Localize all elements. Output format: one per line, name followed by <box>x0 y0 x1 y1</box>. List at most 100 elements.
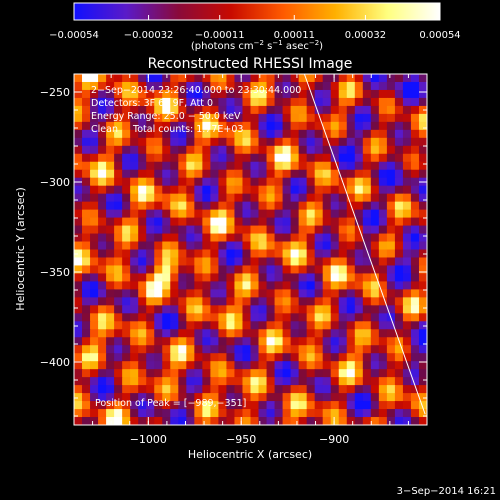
heatmap-cell <box>194 281 203 290</box>
heatmap-cell <box>162 121 171 131</box>
heatmap-cell <box>210 377 220 386</box>
heatmap-cell <box>234 137 244 147</box>
heatmap-cell <box>418 145 427 155</box>
heatmap-cell <box>250 297 260 306</box>
heatmap-cell <box>290 105 300 115</box>
heatmap-cell <box>346 161 356 171</box>
heatmap-cell <box>194 345 203 354</box>
heatmap-cell <box>210 137 220 147</box>
heatmap-cell <box>82 169 91 179</box>
heatmap-cell <box>418 329 427 338</box>
heatmap-cell <box>202 393 211 402</box>
heatmap-cell <box>274 169 284 179</box>
heatmap-cell <box>234 417 244 425</box>
heatmap-cell <box>130 74 139 83</box>
heatmap-cell <box>82 209 91 219</box>
heatmap-cell <box>274 105 284 115</box>
heatmap-cell <box>194 225 203 235</box>
heatmap-cell <box>410 393 420 402</box>
heatmap-cell <box>370 313 380 322</box>
heatmap-cell <box>370 305 380 314</box>
heatmap-cell <box>130 345 139 354</box>
heatmap-cell <box>162 145 171 155</box>
heatmap-cell <box>146 345 155 354</box>
heatmap-cell <box>82 81 91 91</box>
heatmap-cell <box>330 145 340 155</box>
heatmap-cell <box>122 305 131 314</box>
heatmap-cell <box>282 217 292 227</box>
heatmap-cell <box>202 113 211 123</box>
heatmap-cell <box>402 137 412 147</box>
heatmap-cell <box>138 321 147 330</box>
heatmap-cell <box>218 217 228 227</box>
heatmap-cell <box>338 305 348 314</box>
heatmap-cell <box>378 409 388 418</box>
heatmap-cell <box>162 385 171 394</box>
heatmap-cell <box>362 377 372 386</box>
heatmap-cell <box>410 137 420 147</box>
heatmap-cell <box>178 297 187 306</box>
heatmap-cell <box>146 273 155 283</box>
heatmap-cell <box>154 393 163 402</box>
heatmap-cell <box>298 185 308 195</box>
heatmap-cell <box>330 401 340 410</box>
heatmap-cell <box>138 305 147 314</box>
heatmap-cell <box>378 113 388 123</box>
heatmap-cell <box>386 369 396 378</box>
heatmap-cell <box>274 281 284 290</box>
heatmap-cell <box>122 281 131 290</box>
heatmap-cell <box>218 185 228 195</box>
heatmap-cell <box>314 393 324 402</box>
heatmap-cell <box>74 169 83 179</box>
heatmap-cell <box>170 257 179 267</box>
heatmap-cell <box>274 417 284 425</box>
heatmap-cell <box>186 393 195 402</box>
heatmap-cell <box>242 377 252 386</box>
heatmap-cell <box>178 169 187 179</box>
heatmap-cell <box>106 385 115 394</box>
heatmap-cell <box>178 401 187 410</box>
heatmap-cell <box>338 401 348 410</box>
heatmap-cell <box>170 361 179 370</box>
heatmap-cell <box>290 113 300 123</box>
heatmap-cell <box>314 313 324 322</box>
heatmap-cell <box>98 257 107 267</box>
heatmap-cell <box>410 305 420 314</box>
heatmap-cell <box>322 377 332 386</box>
heatmap-cell <box>178 385 187 394</box>
heatmap-cell <box>98 105 107 115</box>
heatmap-cell <box>402 169 412 179</box>
heatmap-cell <box>178 89 187 99</box>
heatmap-cell <box>242 233 252 243</box>
heatmap-cell <box>170 153 179 163</box>
heatmap-cell <box>194 89 203 99</box>
heatmap-cell <box>402 185 412 195</box>
heatmap-cell <box>170 393 179 402</box>
heatmap-cell <box>130 177 139 187</box>
heatmap-cell <box>162 257 171 267</box>
heatmap-cell <box>354 329 364 338</box>
heatmap-cell <box>146 225 155 235</box>
heatmap-cell <box>82 74 91 83</box>
heatmap-cell <box>170 81 179 91</box>
heatmap-cell <box>322 329 332 338</box>
heatmap-cell <box>370 145 380 155</box>
heatmap-cell <box>394 97 404 107</box>
heatmap-cell <box>202 241 211 251</box>
heatmap-cell <box>266 74 276 83</box>
heatmap-cell <box>306 385 316 394</box>
heatmap-cell <box>330 417 340 425</box>
heatmap-cell <box>122 265 131 275</box>
x-axis-label: Heliocentric X (arcsec) <box>188 448 312 461</box>
heatmap-cell <box>282 129 292 139</box>
heatmap-cell <box>186 345 195 354</box>
heatmap-cell <box>74 161 83 171</box>
heatmap-cell <box>242 249 252 259</box>
heatmap-cell <box>354 265 364 275</box>
heatmap-cell <box>266 369 276 378</box>
heatmap-cell <box>154 241 163 251</box>
heatmap-cell <box>98 209 107 219</box>
heatmap-cell <box>394 241 404 251</box>
heatmap-cell <box>386 177 396 187</box>
heatmap-cell <box>394 145 404 155</box>
